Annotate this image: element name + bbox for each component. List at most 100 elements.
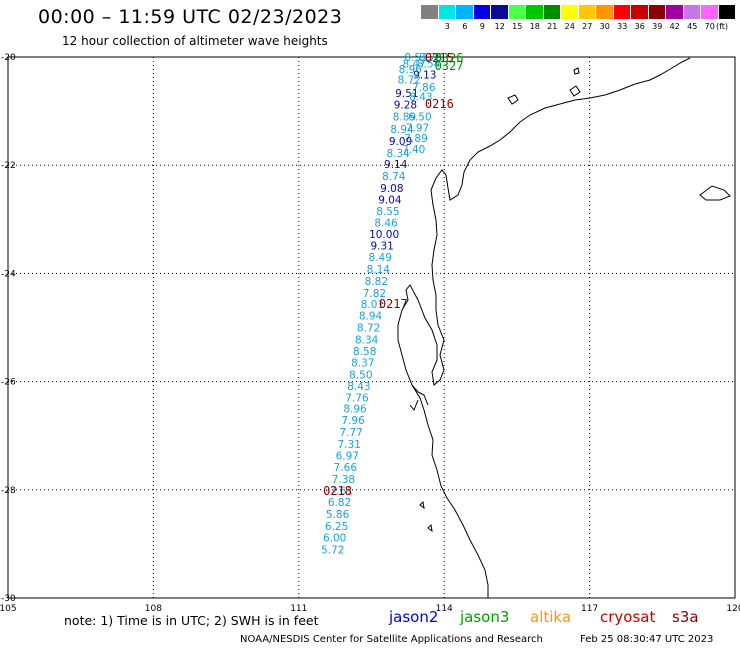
wave-height-value: 8.50: [349, 370, 372, 382]
legend-cell: 27: [578, 5, 596, 31]
pass-time-label: 0327: [435, 59, 464, 73]
coastline-river: [411, 384, 429, 406]
wave-height-value: 8.74: [382, 171, 406, 183]
legend-label: 27: [582, 22, 593, 31]
legend-cell: 3: [438, 5, 456, 31]
legend-label: 3: [444, 22, 450, 31]
legend-label: 33: [617, 22, 628, 31]
legend-label: 70: [704, 22, 715, 31]
legend-swatch: [543, 5, 561, 19]
legend-swatch: [456, 5, 474, 19]
lat-tick-label: -26: [1, 378, 16, 388]
coastline-main: [397, 57, 691, 598]
credit-line: NOAA/NESDIS Center for Satellite Applica…: [240, 634, 543, 645]
wave-height-value: 8.58: [353, 346, 376, 358]
legend-label: 12: [494, 22, 505, 31]
wave-height-value: 7.40: [402, 144, 425, 156]
footer-note: note: 1) Time is in UTC; 2) SWH is in fe…: [64, 613, 319, 628]
wave-height-value: 9.14: [384, 159, 408, 171]
page-title: 00:00 – 11:59 UTC 02/23/2023: [38, 6, 343, 28]
legend-swatch: [438, 5, 456, 19]
legend-cell: 18: [526, 5, 544, 31]
legend-cell: 70: [701, 5, 719, 31]
lon-tick-label: 120: [726, 604, 740, 614]
wave-height-value: 6.25: [325, 521, 348, 533]
pass-time-label: 0326: [435, 51, 464, 65]
wave-height-value: 8.55: [376, 206, 399, 218]
legend-cell: 12: [491, 5, 509, 31]
wave-height-value: 9.09: [389, 136, 412, 148]
wave-height-value: 8.94: [359, 311, 383, 323]
legend-label: 9: [479, 22, 485, 31]
lon-tick-label: 117: [581, 604, 598, 614]
legend-label: 24: [564, 22, 575, 31]
lat-tick-label: -28: [1, 486, 16, 496]
wave-height-value: 8.46: [374, 218, 398, 230]
wave-height-value: 8.49: [369, 252, 392, 264]
wave-height-value: 9.28: [394, 100, 417, 112]
wave-height-value: 6.00: [323, 532, 346, 544]
map-frame: [7, 56, 736, 599]
lon-tick-label: 105: [0, 604, 17, 614]
wave-height-value: 8.54: [417, 58, 441, 70]
wave-height-value: 8.43: [347, 381, 370, 393]
wave-height-value: 9.08: [380, 183, 403, 195]
wave-height-value: 7.77: [339, 427, 362, 439]
lat-tick-label: -20: [1, 53, 16, 63]
legend-swatch: [648, 5, 666, 19]
wave-height-value: 8.14: [367, 264, 391, 276]
legend-label: 36: [634, 22, 645, 31]
wave-height-value: 5.86: [326, 509, 350, 521]
island-small: [573, 67, 580, 75]
legend-label: 45: [687, 22, 698, 31]
wave-height-value: 8.72: [398, 75, 421, 87]
pass-time-label: 0215: [425, 51, 454, 65]
legend-swatch: [596, 5, 614, 19]
legend-swatch: [421, 5, 439, 19]
wave-height-value: 8.89: [393, 112, 416, 124]
wave-height-value: 7.89: [404, 133, 427, 145]
wave-height-value: 7.66: [334, 462, 358, 474]
satellite-name: altika: [530, 608, 572, 626]
satellite-name: s3a: [672, 608, 699, 626]
legend-cell: 33: [613, 5, 631, 31]
legend-swatch: [508, 5, 526, 19]
legend-cell: 45: [683, 5, 701, 31]
satellite-name: cryosat: [600, 608, 656, 626]
legend-swatch: [666, 5, 684, 19]
wave-height-value: 8.37: [351, 358, 374, 370]
legend-cell: [718, 5, 736, 31]
legend-cell: 39: [648, 5, 666, 31]
legend-label: 15: [512, 22, 523, 31]
lat-tick-label: -24: [1, 269, 16, 279]
legend-cell: 15: [508, 5, 526, 31]
satellite-name: jason3: [460, 608, 510, 626]
wave-height-value: 5.72: [321, 544, 344, 556]
legend-swatch: [631, 5, 649, 19]
legend-swatch: [613, 5, 631, 19]
wave-height-value: 8.96: [343, 404, 367, 416]
legend-swatch: [526, 5, 544, 19]
island-dampier: [569, 85, 581, 97]
island-barrow: [507, 94, 519, 105]
legend-cell: 36: [631, 5, 649, 31]
wave-height-value: 9.51: [395, 88, 418, 100]
legend-cell: 42: [666, 5, 684, 31]
wave-height-value: 8.82: [365, 276, 388, 288]
wave-height-value: 8.01: [361, 299, 384, 311]
wave-height-value: 9.13: [413, 69, 436, 81]
wave-height-value: 7.97: [406, 122, 429, 134]
wave-height-value: 6.82: [328, 497, 351, 509]
lon-tick-label: 111: [290, 604, 307, 614]
page-subtitle: 12 hour collection of altimeter wave hei…: [62, 34, 328, 48]
legend-swatch: [578, 5, 596, 19]
legend-cell: 9: [473, 5, 491, 31]
pass-time-label: 0217: [379, 297, 408, 311]
wave-height-value: 7.82: [363, 288, 386, 300]
island-north: [699, 185, 731, 201]
legend-swatch: [561, 5, 579, 19]
generation-timestamp: Feb 25 08:30:47 UTC 2023: [580, 634, 714, 645]
wave-height-value: 7.76: [345, 392, 369, 404]
